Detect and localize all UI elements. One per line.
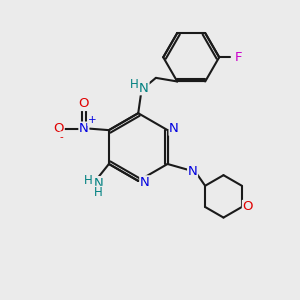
- Text: O: O: [54, 122, 64, 135]
- Text: N: N: [188, 165, 197, 178]
- Text: +: +: [88, 116, 96, 125]
- Text: N: N: [94, 177, 103, 190]
- Text: H: H: [129, 78, 138, 91]
- Text: -: -: [60, 132, 64, 142]
- Text: N: N: [140, 176, 150, 189]
- Text: F: F: [235, 51, 242, 64]
- Text: N: N: [79, 122, 89, 135]
- Text: O: O: [79, 98, 89, 110]
- Text: H: H: [84, 174, 93, 187]
- Text: O: O: [242, 200, 253, 214]
- Text: N: N: [139, 82, 149, 95]
- Text: H: H: [94, 186, 103, 199]
- Text: N: N: [169, 122, 179, 135]
